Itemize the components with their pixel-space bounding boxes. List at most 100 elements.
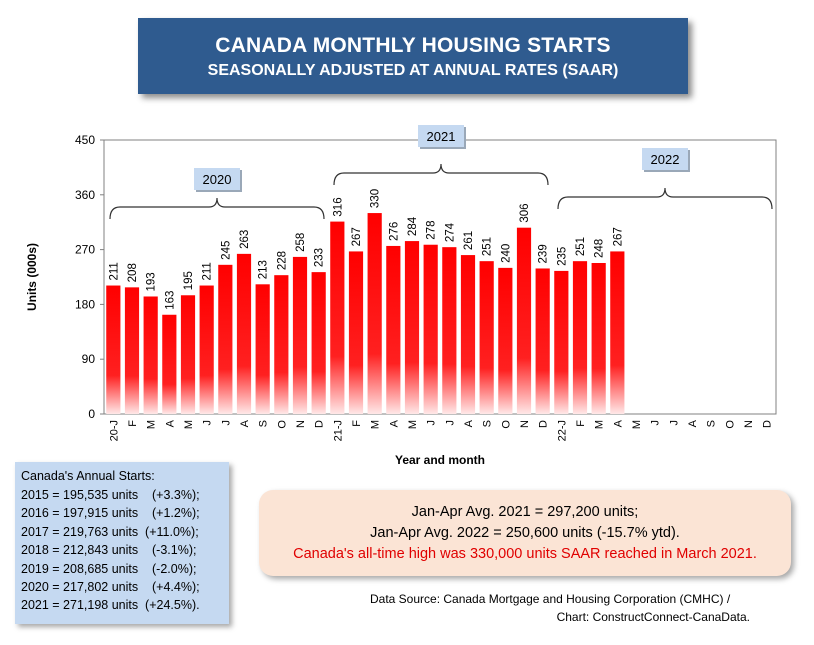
- annual-row: 2020 = 217,802 units (+4.4%);: [21, 580, 200, 595]
- x-tick-label: F: [575, 420, 587, 427]
- y-tick-label: 360: [75, 188, 95, 202]
- x-tick-label: J: [650, 420, 662, 426]
- year-brace: [557, 187, 773, 210]
- bar: [218, 264, 233, 414]
- annual-row: 2019 = 208,685 units (-2.0%);: [21, 561, 197, 576]
- x-tick-label: A: [164, 419, 176, 427]
- x-tick-label: A: [388, 419, 400, 427]
- year-brace: [109, 197, 325, 220]
- x-tick-label: D: [538, 420, 550, 428]
- y-tick-label: 450: [75, 133, 95, 147]
- bar: [423, 244, 438, 414]
- bar: [516, 227, 532, 414]
- summary-all-time-high: Canada's all-time high was 330,000 units…: [293, 546, 757, 562]
- year-label: 2020: [203, 172, 232, 187]
- x-tick-label: M: [594, 420, 606, 429]
- data-label: 233: [314, 248, 326, 267]
- annual-row: 2018 = 212,843 units (-3.1%);: [21, 543, 197, 558]
- x-tick-label: S: [482, 420, 494, 427]
- x-tick-label: A: [612, 419, 624, 427]
- annual-row: 2015 = 195,535 units (+3.3%);: [21, 488, 200, 502]
- y-axis-label: Units (000s): [25, 243, 39, 311]
- bar: [292, 256, 308, 414]
- bar: [479, 261, 494, 414]
- x-tick-label: O: [500, 420, 512, 429]
- year-label-box: [194, 168, 240, 190]
- x-tick-label: J: [202, 420, 214, 426]
- bar: [330, 221, 345, 414]
- data-label: 228: [276, 251, 288, 270]
- bar: [404, 241, 420, 414]
- bar: [162, 314, 177, 414]
- x-tick-label: N: [743, 420, 755, 428]
- bar: [572, 261, 588, 414]
- x-tick-label: O: [724, 420, 736, 429]
- bar: [610, 251, 625, 414]
- x-tick-label: F: [351, 420, 363, 427]
- bar: [106, 285, 121, 414]
- x-tick-label: D: [762, 420, 774, 428]
- bar: [554, 270, 569, 414]
- data-label: 251: [575, 237, 587, 256]
- bar: [274, 275, 289, 414]
- year-label-box: [418, 125, 464, 147]
- bar: [255, 284, 270, 414]
- year-label: 2021: [427, 129, 456, 144]
- x-tick-label: S: [706, 420, 718, 427]
- bar: [199, 285, 214, 414]
- data-label: 306: [519, 203, 531, 222]
- data-label: 245: [220, 241, 232, 260]
- x-tick-label: S: [258, 420, 270, 427]
- data-label: 284: [407, 216, 419, 236]
- data-label: 267: [612, 227, 624, 246]
- bar: [124, 287, 140, 414]
- data-label: 263: [239, 230, 251, 249]
- summary-box: Jan-Apr Avg. 2021 = 297,200 units; Jan-A…: [259, 490, 791, 576]
- annual-row: 2017 = 219,763 units (+11.0%);: [21, 524, 199, 539]
- data-label: 316: [332, 197, 344, 216]
- year-label: 2022: [651, 152, 680, 167]
- bar: [535, 268, 550, 414]
- data-label: 208: [127, 263, 139, 282]
- data-label: 235: [556, 247, 568, 266]
- chart-subtitle: SEASONALLY ADJUSTED AT ANNUAL RATES (SAA…: [207, 62, 619, 79]
- bar: [367, 213, 382, 414]
- bar: [591, 262, 606, 414]
- y-tick-label: 0: [88, 407, 95, 421]
- data-label: 261: [463, 231, 475, 250]
- data-label: 274: [444, 222, 456, 242]
- x-tick-label: J: [444, 420, 456, 426]
- summary-line-2021: Jan-Apr Avg. 2021 = 297,200 units;: [411, 504, 639, 520]
- x-tick-label: A: [463, 419, 475, 427]
- data-label: 330: [370, 189, 382, 208]
- data-label: 213: [258, 260, 270, 279]
- x-tick-label: M: [146, 420, 158, 429]
- data-label: 211: [202, 262, 214, 280]
- bar: [386, 245, 401, 414]
- chart-credit-line: Chart: ConstructConnect-CanaData.: [556, 610, 750, 624]
- x-tick-label: A: [239, 419, 251, 427]
- x-tick-label: 22-J: [556, 420, 568, 441]
- annual-row: 2021 = 271,198 units (+24.5%).: [21, 598, 200, 613]
- x-tick-label: N: [519, 420, 531, 428]
- x-tick-label: D: [314, 420, 326, 428]
- data-source-line: Data Source: Canada Mortgage and Housing…: [370, 592, 731, 606]
- annual-row: 2016 = 197,915 units (+1.2%);: [21, 506, 200, 521]
- bar: [143, 296, 158, 414]
- x-tick-label: N: [295, 420, 307, 428]
- chart-title-box: CANADA MONTHLY HOUSING STARTS SEASONALLY…: [138, 18, 688, 94]
- bar: [442, 247, 457, 414]
- y-tick-label: 270: [75, 243, 95, 257]
- data-label: 193: [146, 272, 158, 291]
- data-label: 248: [594, 239, 606, 258]
- data-label: 276: [388, 222, 400, 241]
- data-label: 251: [482, 237, 494, 256]
- bar: [498, 267, 513, 414]
- x-tick-label: J: [426, 420, 438, 426]
- x-tick-label: M: [631, 420, 643, 429]
- data-label: 195: [183, 271, 195, 290]
- data-source: Data Source: Canada Mortgage and Housing…: [370, 592, 790, 624]
- annual-starts-title: Canada's Annual Starts:: [21, 469, 155, 483]
- x-tick-label: 21-J: [332, 420, 344, 441]
- year-brace: [333, 163, 549, 186]
